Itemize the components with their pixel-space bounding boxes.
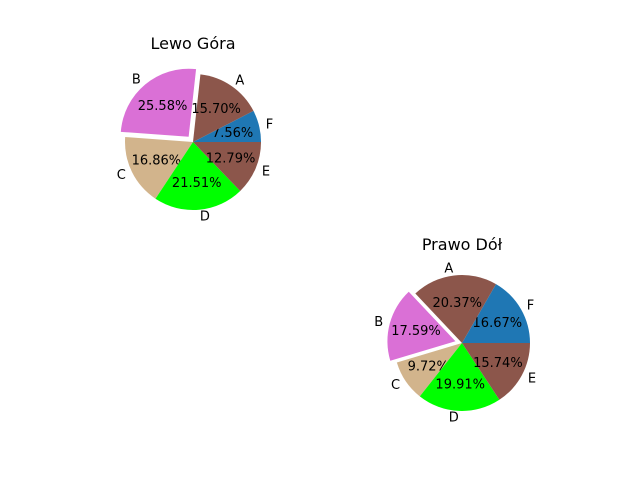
slice-percent-label: 16.67% bbox=[473, 316, 523, 331]
pie-slice-a bbox=[193, 74, 254, 142]
slice-category-label: E bbox=[262, 164, 270, 179]
pie-slice-b bbox=[120, 68, 197, 137]
slice-percent-label: 20.37% bbox=[432, 296, 482, 311]
pie-chart-prawo-dol: Prawo Dół F 16.67% A 20.37% B 17.59% C 9.72% D 19.… bbox=[374, 235, 536, 426]
slice-category-label: B bbox=[132, 72, 141, 87]
slice-percent-label: 21.51% bbox=[172, 176, 222, 191]
pie-slice-f bbox=[193, 110, 261, 142]
pie-slice-e bbox=[193, 142, 261, 191]
slice-percent-label: 12.79% bbox=[206, 151, 256, 166]
slice-category-label: F bbox=[266, 117, 273, 132]
slice-percent-label: 16.86% bbox=[132, 153, 182, 168]
slice-percent-label: 25.58% bbox=[138, 99, 188, 114]
pie-slice-d bbox=[419, 343, 500, 412]
slice-category-label: C bbox=[391, 378, 400, 393]
slice-percent-label: 9.72% bbox=[408, 359, 449, 374]
slice-category-label: C bbox=[117, 168, 126, 183]
slice-category-label: D bbox=[449, 411, 459, 426]
slice-category-label: A bbox=[235, 73, 244, 88]
chart-title: Prawo Dół bbox=[422, 235, 503, 254]
slice-category-label: F bbox=[527, 299, 534, 314]
slice-percent-label: 17.59% bbox=[391, 324, 441, 339]
slice-percent-label: 19.91% bbox=[435, 377, 485, 392]
pie-chart-lewo-gora: Lewo Góra F 7.56% A 15.70% B 25.58% C 16.86% D 21.… bbox=[117, 34, 273, 224]
slice-percent-label: 15.70% bbox=[191, 102, 241, 117]
slice-percent-label: 7.56% bbox=[212, 126, 253, 141]
chart-title: Lewo Góra bbox=[150, 34, 235, 53]
pie-slice-c bbox=[124, 137, 193, 199]
slice-category-label: B bbox=[374, 315, 383, 330]
pie-slice-e bbox=[462, 343, 530, 400]
slice-category-label: A bbox=[444, 262, 453, 277]
slice-category-label: E bbox=[528, 371, 536, 386]
slice-category-label: D bbox=[200, 209, 210, 224]
pie-slice-b bbox=[387, 291, 456, 361]
pie-slice-f bbox=[462, 284, 530, 343]
slice-percent-label: 15.74% bbox=[473, 356, 523, 371]
pie-slice-a bbox=[415, 275, 496, 343]
pie-slice-c bbox=[396, 343, 462, 397]
pie-slice-d bbox=[155, 142, 241, 210]
